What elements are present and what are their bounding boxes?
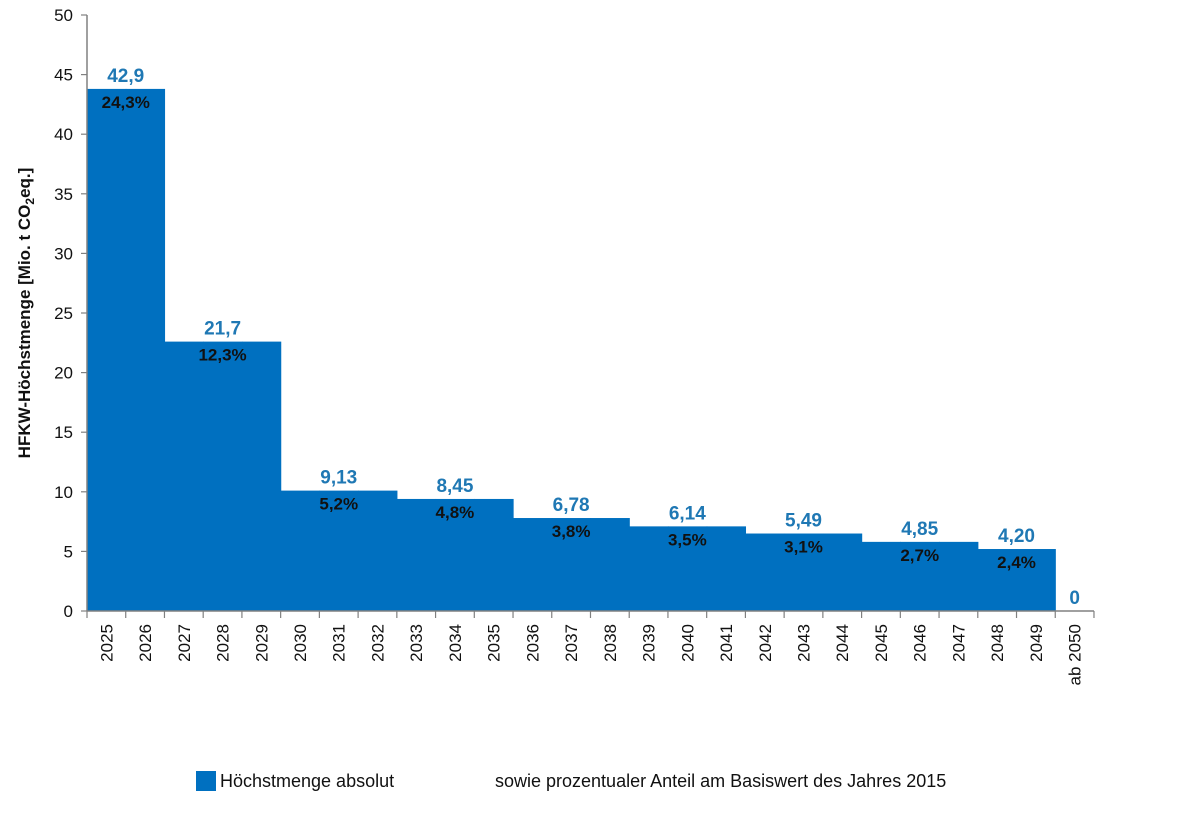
legend-swatch <box>196 771 216 791</box>
y-tick-label: 15 <box>54 423 73 442</box>
x-tick-label: 2047 <box>949 624 968 662</box>
x-tick-label: 2044 <box>833 624 852 662</box>
period-absolute-label: 0 <box>1069 588 1080 609</box>
bar <box>861 541 901 611</box>
bar <box>164 341 204 611</box>
period-percent-label: 3,8% <box>552 522 591 541</box>
bar <box>706 526 747 611</box>
x-tick-label: 2049 <box>1027 624 1046 662</box>
y-tick-label: 30 <box>54 244 73 263</box>
legend-label: Höchstmenge absolut <box>220 770 395 791</box>
x-tick-label: 2028 <box>214 624 233 662</box>
y-tick-label: 45 <box>54 66 73 85</box>
y-axis-title-end: eq.] <box>15 168 34 198</box>
x-tick-label: 2035 <box>485 624 504 662</box>
period-absolute-label: 6,78 <box>553 495 590 516</box>
x-tick-label: 2038 <box>601 624 620 662</box>
bar <box>87 88 127 612</box>
period-percent-label: 3,5% <box>668 530 707 549</box>
labels-group: 42,9 24,3% 21,7 12,3% 9,13 5,2% 8,45 4,8% 6,78 3,… <box>102 66 1080 609</box>
y-tick-label: 40 <box>54 125 73 144</box>
bar <box>396 498 437 611</box>
bar <box>319 490 359 611</box>
legend-note: sowie prozentualer Anteil am Basiswert d… <box>495 771 947 791</box>
x-tick-label: 2048 <box>988 624 1007 662</box>
x-tick-label: 2032 <box>368 624 387 662</box>
x-tick-label: 2042 <box>756 624 775 662</box>
x-tick-label: 2045 <box>872 624 891 662</box>
period-percent-label: 4,8% <box>436 503 475 522</box>
y-axis-title-subscript: 2 <box>23 198 37 205</box>
x-tick-label: 2046 <box>911 624 930 662</box>
y-tick-label: 0 <box>64 602 73 621</box>
period-absolute-label: 9,13 <box>320 468 357 489</box>
x-tick-label: 2036 <box>523 624 542 662</box>
period-absolute-label: 21,7 <box>204 319 241 340</box>
period-absolute-label: 4,85 <box>901 519 938 540</box>
bar <box>590 518 630 611</box>
bar <box>474 498 514 611</box>
y-tick-label: 5 <box>64 542 73 561</box>
y-tick-label: 20 <box>54 364 73 383</box>
x-tick-label: 2026 <box>136 624 155 662</box>
period-percent-label: 3,1% <box>784 538 823 557</box>
y-tick-label: 25 <box>54 304 73 323</box>
x-tick-label: 2027 <box>175 624 194 662</box>
bar <box>358 490 398 611</box>
bar <box>280 490 320 611</box>
bar <box>667 526 708 611</box>
bar <box>822 533 863 611</box>
bar <box>939 541 979 611</box>
period-percent-label: 12,3% <box>198 346 246 365</box>
period-absolute-label: 6,14 <box>669 503 706 524</box>
x-tick-label: 2041 <box>717 624 736 662</box>
bar <box>551 518 592 611</box>
bars-group <box>87 88 1056 612</box>
x-tick-label: 2043 <box>795 624 814 662</box>
period-absolute-label: 42,9 <box>107 66 144 87</box>
bar <box>745 533 785 611</box>
period-percent-label: 24,3% <box>102 93 150 112</box>
period-percent-label: 2,4% <box>997 553 1036 572</box>
legend: Höchstmenge absolut <box>196 767 394 795</box>
bar <box>629 526 669 611</box>
y-tick-label: 35 <box>54 185 73 204</box>
bar <box>784 533 824 611</box>
period-absolute-label: 8,45 <box>436 476 473 497</box>
y-tick-label: 50 <box>54 6 73 25</box>
bar <box>513 518 553 611</box>
period-percent-label: 2,7% <box>900 546 939 565</box>
bar <box>977 549 1018 611</box>
bar <box>203 341 243 611</box>
y-axis-title: HFKW-Höchstmenge [Mio. t CO2eq.] <box>15 168 37 459</box>
period-absolute-label: 5,49 <box>785 511 822 532</box>
bar <box>900 541 940 611</box>
bar <box>241 341 282 611</box>
period-absolute-label: 4,20 <box>998 526 1035 547</box>
x-tick-label: 2031 <box>330 624 349 662</box>
x-tick-label: 2039 <box>640 624 659 662</box>
y-axis-title-main: HFKW-Höchstmenge [Mio. t CO <box>15 205 34 459</box>
x-tick-label: 2030 <box>291 624 310 662</box>
x-tick-label: 2033 <box>407 624 426 662</box>
x-tick-label: ab 2050 <box>1066 624 1085 685</box>
x-tick-label: 2040 <box>678 624 697 662</box>
x-tick-label: 2034 <box>446 624 465 662</box>
x-tick-label: 2025 <box>97 624 116 662</box>
x-tick-label: 2029 <box>252 624 271 662</box>
bar <box>1016 549 1056 611</box>
period-percent-label: 5,2% <box>319 495 358 514</box>
bar <box>125 88 166 612</box>
bar <box>435 498 475 611</box>
y-tick-label: 10 <box>54 483 73 502</box>
x-tick-label: 2037 <box>562 624 581 662</box>
